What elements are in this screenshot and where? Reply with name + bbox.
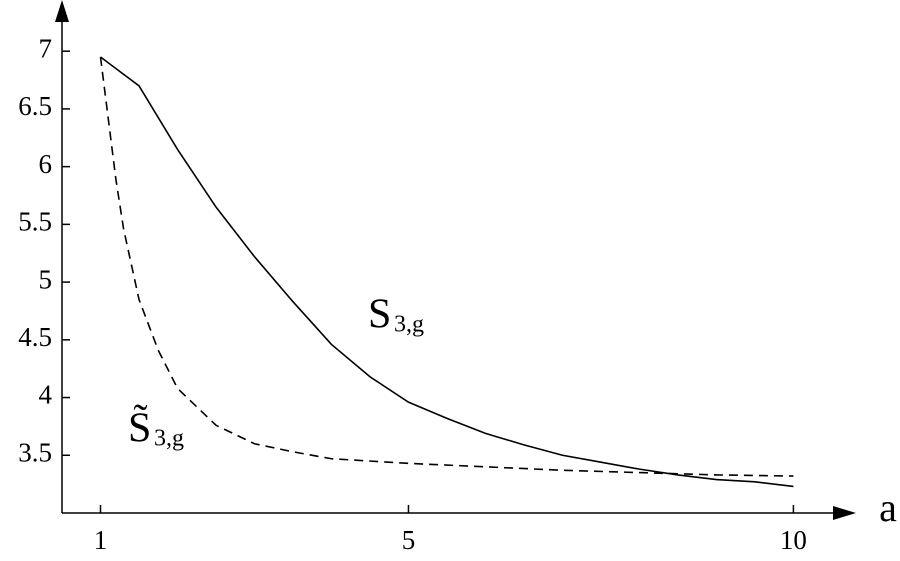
y-tick-label: 6.5 <box>18 91 52 121</box>
y-tick-label: 7 <box>39 33 53 63</box>
series-label-subscript: 3,g <box>154 426 184 452</box>
x-axis-arrow <box>833 506 856 520</box>
x-axis-label: a <box>879 485 897 530</box>
y-tick-label: 3.5 <box>18 437 52 467</box>
series-line <box>99 56 794 477</box>
series-line <box>100 56 794 488</box>
x-tick-label: 5 <box>402 525 416 555</box>
y-tick-label: 5 <box>39 264 53 294</box>
series-label: S̃ <box>128 404 151 452</box>
y-tick-label: 4.5 <box>18 322 52 352</box>
series-label: S <box>368 292 391 338</box>
x-tick-label: 1 <box>94 525 108 555</box>
y-tick-label: 5.5 <box>18 207 52 237</box>
series-label-subscript: 3,g <box>394 312 424 338</box>
y-tick-label: 6 <box>39 149 53 179</box>
x-tick-label: 10 <box>780 525 807 555</box>
y-tick-label: 4 <box>39 380 53 410</box>
y-axis-arrow <box>55 0 69 22</box>
